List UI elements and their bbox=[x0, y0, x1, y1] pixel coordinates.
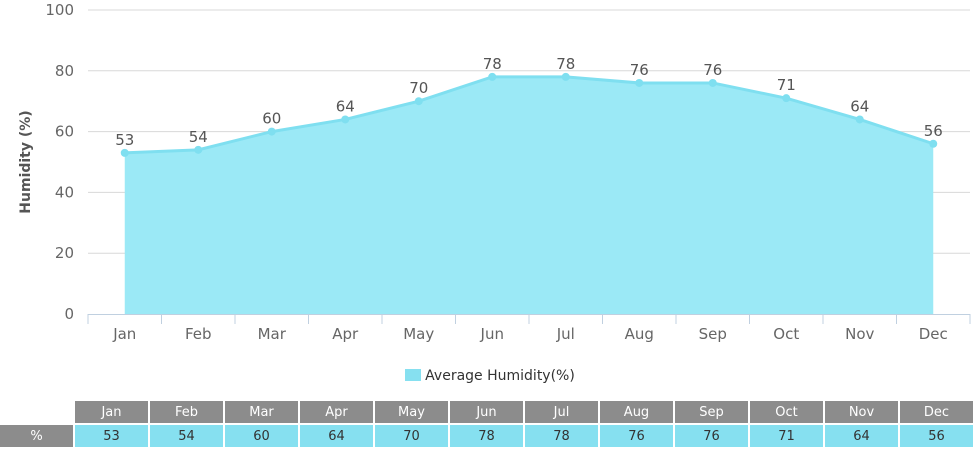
table-value-jun: 78 bbox=[450, 425, 523, 447]
y-tick-label-40: 40 bbox=[55, 183, 74, 201]
data-point-oct bbox=[782, 94, 791, 103]
data-label-nov: 64 bbox=[850, 97, 869, 115]
table-value-aug: 76 bbox=[600, 425, 673, 447]
table-header-mar: Mar bbox=[225, 401, 298, 425]
table-header-dec: Dec bbox=[900, 401, 973, 425]
x-axis: Jan Feb Mar Apr May Jun Jul Aug Sep Oct Nov Dec bbox=[87, 314, 971, 343]
data-label-aug: 76 bbox=[630, 61, 649, 79]
data-point-dec bbox=[929, 139, 938, 148]
data-label-sep: 76 bbox=[703, 61, 722, 79]
y-tick-label-60: 60 bbox=[55, 123, 74, 141]
data-point-nov bbox=[855, 115, 864, 124]
y-tick-label-0: 0 bbox=[64, 305, 74, 323]
x-tick-label-feb: Feb bbox=[185, 325, 212, 343]
data-label-feb: 54 bbox=[189, 128, 208, 146]
data-point-may bbox=[414, 97, 423, 106]
data-label-oct: 71 bbox=[777, 76, 796, 94]
data-point-sep bbox=[708, 78, 717, 87]
table-value-nov: 64 bbox=[825, 425, 898, 447]
data-label-jan: 53 bbox=[115, 131, 134, 149]
data-label-may: 70 bbox=[409, 79, 428, 97]
table-header-row: Jan Feb Mar Apr May Jun Jul Aug Sep Oct … bbox=[0, 401, 973, 425]
data-label-mar: 60 bbox=[262, 110, 281, 128]
table-header-jan: Jan bbox=[75, 401, 148, 425]
table-header-feb: Feb bbox=[150, 401, 223, 425]
y-axis: 0 20 40 60 80 100 bbox=[45, 1, 74, 323]
table-header-jun: Jun bbox=[450, 401, 523, 425]
table-row-label: % bbox=[0, 425, 73, 447]
data-point-aug bbox=[635, 78, 644, 87]
x-tick-label-jun: Jun bbox=[480, 325, 504, 343]
data-point-feb bbox=[194, 145, 203, 154]
data-table: Jan Feb Mar Apr May Jun Jul Aug Sep Oct … bbox=[0, 401, 975, 447]
y-tick-label-80: 80 bbox=[55, 62, 74, 80]
table-header-oct: Oct bbox=[750, 401, 823, 425]
y-tick-label-20: 20 bbox=[55, 244, 74, 262]
table-header-nov: Nov bbox=[825, 401, 898, 425]
x-tick-label-dec: Dec bbox=[919, 325, 948, 343]
table-value-oct: 71 bbox=[750, 425, 823, 447]
data-labels: 53 54 60 64 70 78 78 76 76 71 64 56 bbox=[115, 55, 943, 149]
x-tick-label-sep: Sep bbox=[699, 325, 727, 343]
x-tick-label-aug: Aug bbox=[625, 325, 654, 343]
table-header-aug: Aug bbox=[600, 401, 673, 425]
data-label-dec: 56 bbox=[924, 122, 943, 140]
data-point-jun bbox=[488, 72, 497, 81]
y-axis-title: Humidity (%) bbox=[18, 110, 34, 213]
table-header-apr: Apr bbox=[300, 401, 373, 425]
data-point-jan bbox=[120, 148, 129, 157]
y-tick-label-100: 100 bbox=[45, 1, 74, 19]
data-label-jul: 78 bbox=[556, 55, 575, 73]
legend[interactable]: Average Humidity(%) bbox=[0, 368, 980, 384]
table-value-dec: 56 bbox=[900, 425, 973, 447]
table-corner bbox=[0, 401, 73, 425]
legend-swatch bbox=[405, 369, 422, 381]
data-point-apr bbox=[341, 115, 350, 124]
series-line bbox=[124, 75, 934, 155]
data-point-jul bbox=[561, 72, 570, 81]
table-header-jul: Jul bbox=[525, 401, 598, 425]
area-series bbox=[120, 72, 938, 314]
x-tick-label-jan: Jan bbox=[112, 325, 136, 343]
x-tick-label-oct: Oct bbox=[773, 325, 799, 343]
table-value-feb: 54 bbox=[150, 425, 223, 447]
table-value-jul: 78 bbox=[525, 425, 598, 447]
table-value-mar: 60 bbox=[225, 425, 298, 447]
data-point-mar bbox=[267, 127, 276, 136]
x-tick-label-mar: Mar bbox=[258, 325, 287, 343]
data-label-jun: 78 bbox=[483, 55, 502, 73]
table-header-sep: Sep bbox=[675, 401, 748, 425]
table-value-apr: 64 bbox=[300, 425, 373, 447]
table-value-jan: 53 bbox=[75, 425, 148, 447]
table-values-row: % 53 54 60 64 70 78 78 76 76 71 64 56 bbox=[0, 425, 973, 447]
area-fill bbox=[124, 76, 934, 314]
x-tick-label-apr: Apr bbox=[332, 325, 359, 343]
x-tick-label-nov: Nov bbox=[845, 325, 874, 343]
x-tick-label-jul: Jul bbox=[556, 325, 575, 343]
legend-label: Average Humidity(%) bbox=[425, 368, 575, 384]
table-value-may: 70 bbox=[375, 425, 448, 447]
table-value-sep: 76 bbox=[675, 425, 748, 447]
humidity-chart: Jan Feb Mar Apr May Jun Jul Aug Sep Oct Nov Dec 0 20… bbox=[18, 1, 971, 343]
x-tick-label-may: May bbox=[403, 325, 434, 343]
data-label-apr: 64 bbox=[336, 97, 355, 115]
table-header-may: May bbox=[375, 401, 448, 425]
